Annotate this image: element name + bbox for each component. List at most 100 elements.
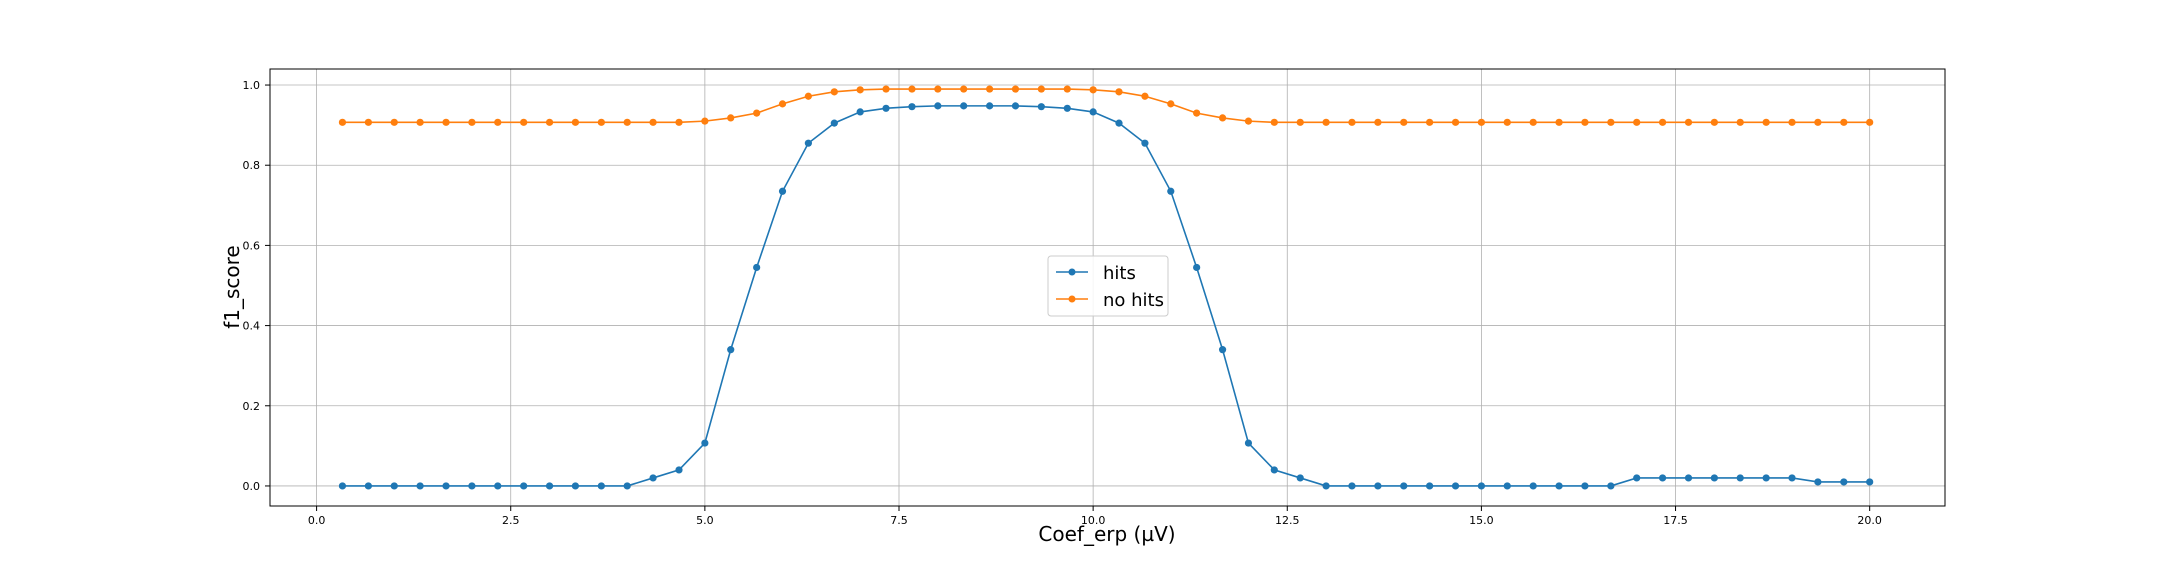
data-point-no-hits: [1400, 118, 1408, 126]
y-tick-label: 0.0: [243, 480, 261, 493]
data-point-no-hits: [778, 100, 787, 108]
data-point-no-hits: [727, 114, 735, 122]
x-tick-label: 20.0: [1857, 514, 1882, 527]
data-point-no-hits: [830, 88, 838, 96]
y-axis-label: f1_score: [220, 245, 244, 329]
data-point-hits: [623, 482, 631, 490]
data-point-no-hits: [390, 118, 398, 126]
data-point-no-hits: [1814, 118, 1822, 126]
data-point-no-hits: [1503, 118, 1511, 126]
series-line-no-hits: [342, 88, 1870, 124]
data-point-hits: [390, 482, 398, 490]
data-point-no-hits: [364, 118, 372, 126]
legend-box: [1047, 255, 1169, 317]
data-point-no-hits: [908, 85, 916, 93]
data-point-no-hits: [960, 85, 968, 93]
data-point-hits: [494, 482, 502, 490]
x-tick-label: 17.5: [1663, 514, 1688, 527]
data-point-no-hits: [753, 109, 761, 117]
data-point-hits: [960, 102, 968, 110]
data-point-hits: [1866, 478, 1874, 486]
data-point-no-hits: [1658, 118, 1667, 126]
data-point-no-hits: [1296, 118, 1304, 126]
data-point-hits: [442, 482, 450, 490]
data-point-no-hits: [1451, 118, 1460, 126]
data-point-no-hits: [597, 118, 605, 126]
data-point-hits: [1115, 119, 1123, 127]
data-point-hits: [597, 482, 605, 490]
data-point-hits: [364, 482, 372, 490]
data-point-no-hits: [1477, 118, 1486, 126]
series-line-hits: [342, 105, 1870, 487]
legend-marker-hits: [1068, 268, 1076, 276]
data-point-hits: [804, 139, 812, 147]
data-point-hits: [338, 482, 347, 490]
data-point-no-hits: [804, 92, 812, 100]
legend: hits no hits: [1047, 255, 1169, 317]
data-point-hits: [416, 482, 424, 490]
data-point-no-hits: [545, 118, 554, 126]
data-point-no-hits: [1581, 118, 1589, 126]
data-point-no-hits: [1322, 118, 1330, 126]
data-point-no-hits: [1840, 118, 1848, 126]
data-point-no-hits: [1866, 118, 1874, 126]
data-point-no-hits: [1141, 92, 1149, 100]
data-point-hits: [1322, 482, 1330, 490]
series-layer: [338, 85, 1874, 490]
data-point-hits: [1244, 439, 1253, 447]
plot-frame: [269, 68, 1946, 507]
data-point-hits: [1555, 482, 1563, 490]
x-tick-label: 15.0: [1469, 514, 1494, 527]
data-point-no-hits: [1193, 109, 1201, 117]
x-tick-label: 7.5: [890, 514, 908, 527]
data-point-hits: [727, 346, 735, 354]
data-point-no-hits: [1633, 118, 1641, 126]
data-point-hits: [1762, 474, 1770, 482]
data-point-hits: [571, 482, 580, 490]
data-point-no-hits: [1684, 118, 1693, 126]
data-point-no-hits: [675, 118, 683, 126]
data-point-no-hits: [1555, 118, 1563, 126]
data-point-no-hits: [649, 118, 657, 126]
data-point-hits: [1710, 474, 1718, 482]
data-point-no-hits: [1011, 85, 1020, 93]
data-point-hits: [1400, 482, 1408, 490]
data-point-hits: [1840, 478, 1848, 486]
data-point-no-hits: [986, 85, 994, 93]
data-point-no-hits: [623, 118, 631, 126]
data-point-hits: [1426, 482, 1434, 490]
x-tick-label: 2.5: [502, 514, 520, 527]
data-point-hits: [1089, 108, 1097, 116]
data-point-hits: [1037, 103, 1045, 111]
x-tick-label: 5.0: [696, 514, 714, 527]
data-point-no-hits: [701, 117, 709, 125]
legend-label-hits: hits: [1103, 263, 1136, 284]
data-point-hits: [468, 482, 476, 490]
data-point-hits: [1193, 263, 1201, 272]
y-tick-label: 0.4: [243, 320, 261, 333]
data-point-no-hits: [1788, 118, 1796, 126]
data-point-no-hits: [1089, 86, 1097, 94]
legend-marker-no-hits: [1068, 295, 1076, 303]
data-point-hits: [1684, 474, 1693, 482]
data-point-hits: [986, 102, 994, 110]
data-point-no-hits: [442, 118, 450, 126]
data-point-no-hits: [856, 86, 864, 94]
data-point-hits: [1581, 482, 1589, 490]
axis-ticks: 0.0 2.5 5.0 7.5 10.0 12.5 15.0 17.5 20.0 0.0 0.2 0.…: [243, 79, 1882, 527]
data-point-hits: [1529, 482, 1537, 490]
data-point-hits: [1451, 482, 1460, 490]
x-tick-label: 10.0: [1081, 514, 1106, 527]
x-tick-label: 0.0: [308, 514, 326, 527]
data-point-hits: [1503, 482, 1511, 490]
y-tick-label: 1.0: [243, 79, 261, 92]
legend-label-no-hits: no hits: [1103, 290, 1164, 311]
y-tick-label: 0.6: [243, 239, 261, 252]
series-hits: [338, 102, 1874, 490]
data-point-hits: [520, 482, 528, 490]
data-point-hits: [1218, 346, 1227, 354]
data-point-hits: [1011, 102, 1020, 110]
data-point-no-hits: [1374, 118, 1382, 126]
data-point-hits: [830, 119, 838, 127]
